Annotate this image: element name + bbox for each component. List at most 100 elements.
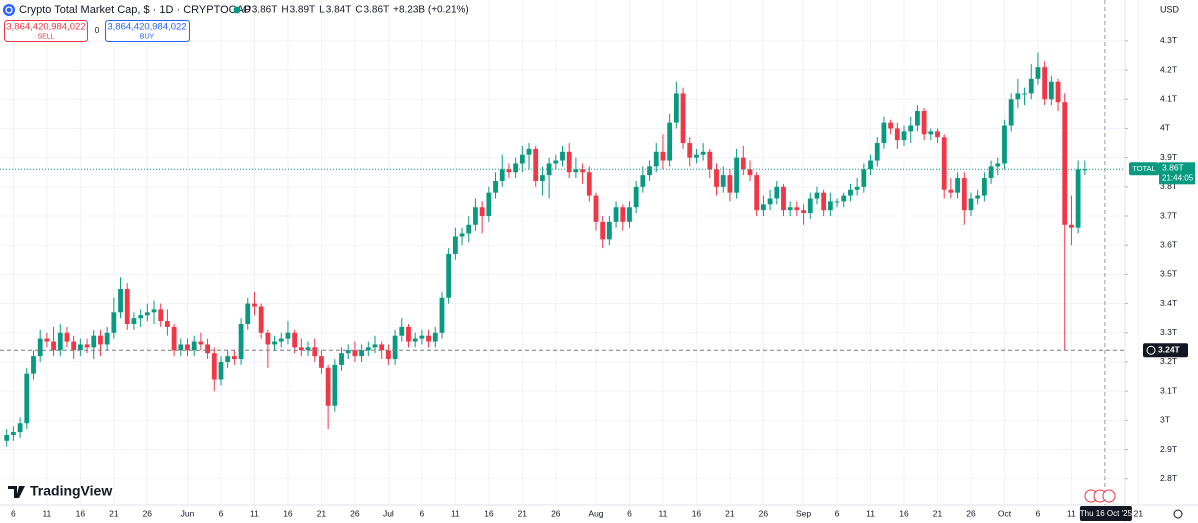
y-tick-label: 3.2T: [1160, 356, 1177, 366]
y-tick-label: 4.3T: [1160, 35, 1177, 45]
candle-body: [894, 128, 900, 141]
candle-body: [24, 373, 30, 424]
candle-body: [285, 332, 291, 339]
candle-body: [560, 151, 565, 161]
buy-label[interactable]: BUY: [140, 33, 155, 40]
candle-body: [339, 353, 344, 365]
candle-body: [144, 312, 150, 316]
candle-body: [392, 335, 398, 360]
candle-body: [265, 332, 271, 345]
candle-body: [667, 122, 673, 161]
candle-body: [298, 347, 304, 351]
candle-body: [988, 166, 994, 179]
x-tick-label: Sep: [796, 508, 811, 518]
x-tick-label: 21: [933, 508, 943, 518]
candle-body: [231, 356, 237, 360]
chart-title: Crypto Total Market Cap, $ · 1D · CRYPTO…: [19, 4, 251, 16]
candle-body: [968, 198, 974, 211]
settings-icon[interactable]: [1173, 509, 1183, 519]
candle-body: [111, 312, 117, 333]
x-tick-label: 21: [109, 508, 119, 518]
candle-body: [345, 350, 351, 354]
candle-body: [1075, 169, 1081, 228]
candle-body: [17, 423, 23, 433]
legend-key: H: [281, 5, 288, 16]
x-tick-label: Oct: [998, 508, 1012, 518]
candle-body: [600, 221, 606, 240]
candle-body: [446, 253, 452, 298]
crosshair-plus: [1146, 345, 1156, 355]
candle-body: [586, 172, 592, 196]
candle-body: [694, 154, 699, 158]
candle-body: [633, 186, 639, 208]
x-tick-label: 11: [451, 508, 460, 518]
candle-body: [874, 143, 880, 161]
candle-body: [553, 160, 559, 164]
legend-key: C: [355, 5, 362, 16]
candle-body: [673, 93, 679, 123]
candle-body: [426, 335, 431, 342]
candle-body: [700, 151, 706, 155]
candle-body: [272, 341, 277, 345]
y-tick-label: 4.1T: [1160, 93, 1177, 103]
candle-body: [205, 344, 210, 354]
candle-body: [452, 236, 458, 254]
candle-body: [593, 195, 599, 222]
candle-body: [118, 288, 123, 313]
crosshair-price: 3.24T: [1158, 345, 1181, 355]
x-tick-label: 26: [759, 508, 769, 518]
candle-body: [901, 131, 907, 141]
candle-body: [714, 169, 719, 187]
x-tick-label: 16: [283, 508, 293, 518]
buy-price[interactable]: 3,864,420,984,022: [107, 22, 186, 33]
candle-body: [218, 361, 224, 380]
x-tick-label: 21: [317, 508, 327, 518]
candle-body: [640, 175, 646, 187]
candle-body: [848, 189, 853, 196]
candle-body: [37, 338, 43, 357]
event-icon[interactable]: [1102, 489, 1116, 503]
candle-body: [774, 186, 780, 199]
candle-body: [84, 344, 90, 348]
candle-body: [459, 233, 465, 237]
candle-body: [211, 353, 217, 380]
candle-body: [613, 207, 619, 222]
candle-body: [359, 350, 365, 357]
candle-body: [513, 163, 519, 173]
candle-body: [104, 332, 110, 345]
x-tick-label: 6: [835, 508, 840, 518]
candle-body: [51, 341, 56, 351]
candle-body: [928, 131, 934, 135]
buy-button[interactable]: [105, 20, 190, 42]
candle-body: [165, 321, 170, 327]
candle-body: [801, 210, 806, 214]
candle-body: [908, 125, 914, 132]
candle-body: [466, 224, 472, 234]
candle-body: [399, 326, 405, 336]
candle-body: [439, 297, 445, 333]
candle-body: [747, 169, 753, 176]
sell-price[interactable]: 3,864,420,984,022: [6, 22, 85, 33]
candle-body: [1082, 169, 1088, 171]
y-tick-label: 3.5T: [1160, 269, 1177, 279]
candle-body: [881, 122, 887, 144]
currency[interactable]: USD: [1160, 4, 1180, 14]
candle-body: [1008, 99, 1014, 126]
candle-body: [305, 347, 311, 351]
candle-body: [519, 154, 525, 164]
y-tick-label: 3.3T: [1160, 327, 1177, 337]
candle-body: [1022, 93, 1027, 95]
candle-body: [238, 324, 244, 360]
candle-body: [365, 347, 371, 351]
x-tick-label: 26: [350, 508, 360, 518]
candle-body: [10, 432, 16, 435]
candle-body: [975, 195, 981, 199]
candle-body: [278, 338, 284, 342]
change: +8.23B (+0.21%): [393, 5, 469, 16]
sell-button[interactable]: [4, 20, 88, 42]
candle-body: [627, 207, 632, 222]
candle-body: [4, 434, 10, 441]
sell-label[interactable]: SELL: [37, 33, 54, 40]
